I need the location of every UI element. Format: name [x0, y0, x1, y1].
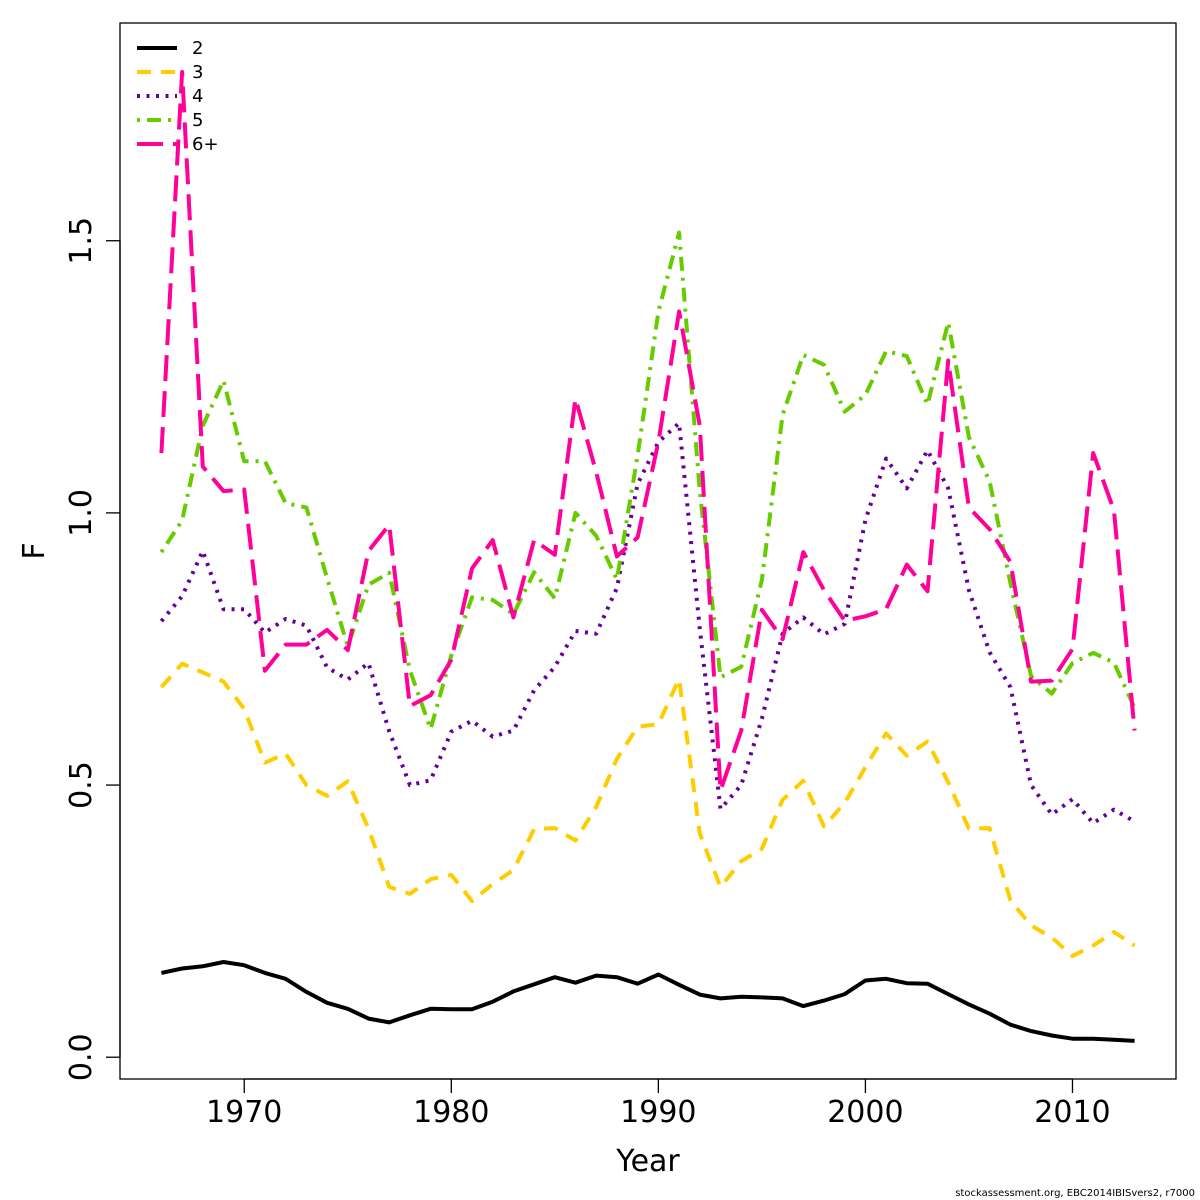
series-line-5	[159, 230, 1137, 731]
legend: 2 3 4 5 6+	[137, 38, 219, 155]
y-tick-label: 1.0	[64, 489, 99, 537]
y-tick-label: 0.5	[64, 761, 99, 809]
x-tick-label: 2010	[1034, 1095, 1110, 1130]
series-lines	[159, 70, 1137, 1043]
legend-label: 4	[192, 86, 203, 107]
x-axis: 1970 1980 1990 2000 2010	[206, 1078, 1111, 1130]
x-tick-label: 1970	[206, 1095, 282, 1130]
y-tick-label: 1.5	[64, 217, 99, 265]
y-axis: 0.0 0.5 1.0 1.5	[64, 217, 121, 1081]
series-line-2	[160, 960, 1135, 1043]
series-line-6plus	[159, 70, 1137, 793]
series-line-4	[159, 421, 1136, 826]
credit-note: stockassessment.org, EBC2014IBISvers2, r…	[955, 1188, 1195, 1199]
x-tick-label: 2000	[827, 1095, 903, 1130]
x-axis-title: Year	[615, 1144, 680, 1179]
y-tick-label: 0.0	[64, 1033, 99, 1081]
legend-label: 6+	[192, 134, 219, 155]
x-tick-label: 1980	[413, 1095, 489, 1130]
legend-label: 2	[192, 38, 203, 59]
y-axis-title: F	[17, 542, 52, 559]
legend-label: 5	[192, 110, 203, 131]
x-tick-label: 1990	[620, 1095, 696, 1130]
legend-label: 3	[192, 62, 203, 83]
series-line-3	[159, 661, 1136, 958]
